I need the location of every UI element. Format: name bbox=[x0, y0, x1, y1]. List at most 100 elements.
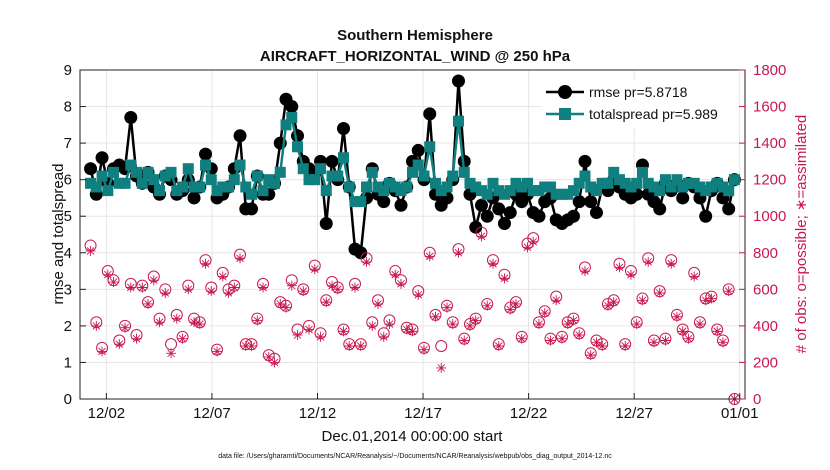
data-point bbox=[246, 340, 257, 351]
data-point bbox=[504, 185, 516, 197]
data-point bbox=[367, 320, 378, 331]
data-point bbox=[677, 181, 689, 193]
data-point bbox=[327, 280, 338, 291]
tick-label-right: 1400 bbox=[753, 135, 786, 152]
tick-label-x: 12/02 bbox=[88, 405, 126, 422]
data-point bbox=[642, 177, 654, 189]
data-point bbox=[189, 317, 200, 328]
data-point bbox=[206, 286, 217, 297]
data-point bbox=[556, 333, 567, 344]
data-point bbox=[505, 304, 516, 315]
data-point bbox=[660, 335, 671, 346]
data-point bbox=[498, 188, 510, 200]
data-point bbox=[451, 74, 465, 88]
data-point bbox=[585, 181, 597, 193]
legend: rmse pr=5.8718 totalspread pr=5.989 bbox=[542, 80, 738, 128]
data-point bbox=[493, 185, 505, 197]
data-point bbox=[572, 195, 586, 209]
data-point bbox=[413, 289, 424, 300]
data-point bbox=[384, 319, 395, 330]
data-point bbox=[200, 258, 211, 269]
data-point bbox=[459, 335, 470, 346]
data-point bbox=[274, 166, 286, 178]
data-point bbox=[539, 181, 551, 193]
data-point bbox=[487, 258, 498, 269]
data-point bbox=[648, 181, 660, 193]
data-point bbox=[562, 319, 573, 330]
data-point bbox=[723, 185, 735, 197]
data-file-footnote: data file: /Users/gharamti/Documents/NCA… bbox=[218, 453, 612, 460]
data-point bbox=[722, 202, 736, 216]
data-point bbox=[590, 185, 602, 197]
data-point bbox=[154, 185, 166, 197]
data-point bbox=[378, 185, 390, 197]
data-point bbox=[304, 324, 315, 335]
data-point bbox=[280, 119, 292, 131]
data-point bbox=[499, 273, 510, 284]
data-point bbox=[521, 177, 533, 189]
data-point bbox=[689, 271, 700, 282]
data-point bbox=[475, 185, 487, 197]
tick-label-left: 0 bbox=[64, 391, 72, 408]
data-point bbox=[407, 166, 418, 178]
data-point bbox=[240, 340, 251, 351]
legend-marker-totalspread bbox=[559, 108, 571, 120]
data-point bbox=[533, 185, 545, 197]
data-point bbox=[269, 177, 281, 189]
data-point bbox=[96, 170, 108, 182]
data-point bbox=[395, 185, 407, 197]
data-point bbox=[321, 297, 332, 308]
data-point bbox=[643, 256, 654, 267]
data-point bbox=[584, 195, 598, 209]
data-point bbox=[458, 166, 470, 178]
data-point bbox=[285, 100, 299, 114]
data-point bbox=[97, 346, 108, 357]
tick-label-x: 12/07 bbox=[193, 405, 231, 422]
data-point bbox=[539, 308, 550, 319]
data-point bbox=[136, 177, 148, 189]
data-point bbox=[637, 295, 648, 306]
data-point bbox=[394, 198, 408, 212]
data-point bbox=[263, 351, 274, 362]
data-point bbox=[625, 181, 637, 193]
data-point bbox=[320, 185, 332, 197]
data-point bbox=[361, 256, 372, 267]
data-point bbox=[142, 166, 154, 178]
data-point bbox=[447, 319, 458, 330]
data-point bbox=[631, 177, 643, 189]
plot-area-frame bbox=[79, 69, 746, 400]
data-point bbox=[436, 362, 447, 373]
data-point bbox=[728, 174, 740, 186]
data-point bbox=[423, 107, 437, 121]
data-point bbox=[474, 198, 488, 212]
chart-title-line-2: AIRCRAFT_HORIZONTAL_WIND @ 250 hPa bbox=[260, 48, 571, 65]
data-point bbox=[620, 340, 631, 351]
data-point bbox=[578, 154, 592, 168]
data-point bbox=[194, 319, 205, 330]
data-point bbox=[252, 315, 263, 326]
data-point bbox=[435, 185, 447, 197]
data-point bbox=[591, 337, 602, 348]
data-point bbox=[545, 335, 556, 346]
data-point bbox=[567, 185, 579, 197]
data-point bbox=[228, 174, 240, 186]
legend-label-rmse: rmse pr=5.8718 bbox=[589, 84, 688, 100]
data-point bbox=[325, 154, 339, 168]
data-point bbox=[589, 206, 603, 220]
plot-series bbox=[84, 74, 741, 405]
data-point bbox=[688, 177, 700, 189]
data-point bbox=[298, 286, 309, 297]
data-point bbox=[108, 277, 119, 288]
data-point bbox=[292, 141, 304, 153]
data-point bbox=[235, 253, 246, 264]
tick-label-right: 600 bbox=[753, 281, 778, 298]
data-point bbox=[390, 269, 401, 280]
data-point bbox=[378, 331, 389, 342]
data-point bbox=[723, 286, 734, 297]
data-point bbox=[275, 298, 286, 309]
data-point bbox=[292, 330, 303, 341]
data-point bbox=[223, 287, 234, 298]
tick-label-right: 1000 bbox=[753, 208, 786, 225]
data-point bbox=[102, 269, 113, 280]
data-point bbox=[137, 282, 148, 293]
